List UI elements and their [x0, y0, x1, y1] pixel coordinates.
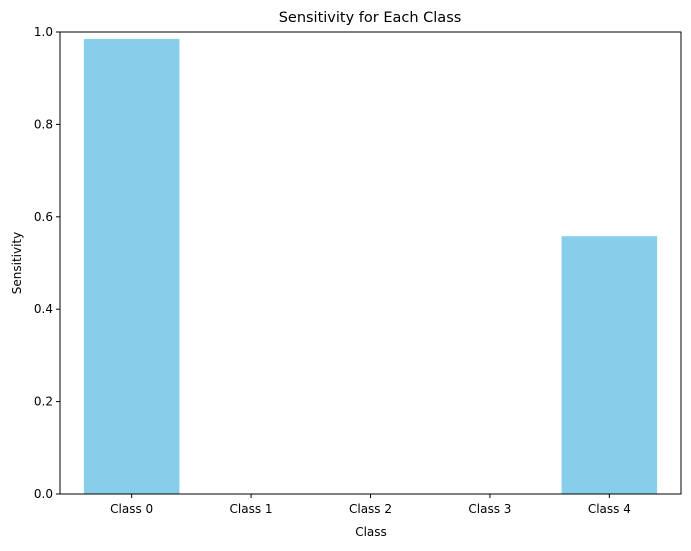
y-tick-label: 0.6: [34, 210, 53, 224]
y-tick-label: 0.4: [34, 302, 53, 316]
y-tick-label: 0.8: [34, 117, 53, 131]
x-tick-label: Class 0: [110, 502, 153, 516]
y-tick-label: 1.0: [34, 25, 53, 39]
x-tick-label: Class 3: [468, 502, 511, 516]
x-tick-label: Class 2: [349, 502, 392, 516]
y-tick-label: 0.0: [34, 487, 53, 501]
chart-title: Sensitivity for Each Class: [279, 10, 462, 26]
y-tick-label: 0.2: [34, 395, 53, 409]
bars-layer: [83, 38, 658, 495]
bar-class-4: [561, 236, 658, 495]
x-axis-label: Class: [355, 525, 387, 539]
y-axis-label: Sensitivity: [10, 232, 24, 294]
ticks-layer: 0.0 0.2 0.4 0.6 0.8 1.0 Class 0 Class 1 Class 2 C…: [34, 25, 631, 516]
bar-class-0: [83, 38, 180, 495]
x-tick-label: Class 1: [230, 502, 273, 516]
x-tick-label: Class 4: [588, 502, 631, 516]
